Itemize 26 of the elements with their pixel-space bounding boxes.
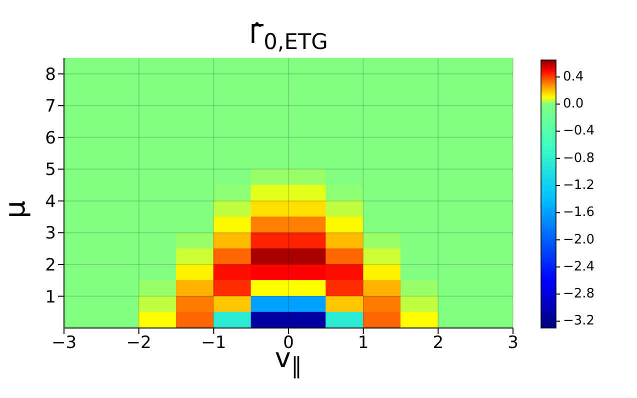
color-bar-label: −2.0 (563, 232, 595, 248)
chart-title: Γ̂$_{0,ETG}$ (248, 20, 329, 56)
y-tick-label: 5 (45, 160, 56, 180)
color-bar-label: −1.2 (563, 178, 595, 194)
x-tick-label: 1 (358, 333, 369, 354)
y-tick-label: 1 (45, 287, 56, 308)
x-tick-label: −3 (51, 333, 77, 354)
x-tick-label: −1 (201, 333, 226, 354)
x-tick-label: 2 (432, 333, 444, 354)
x-tick-label: −2 (126, 333, 152, 354)
y-tick-label: 8 (45, 64, 56, 85)
color-bar-label: 0.4 (563, 69, 584, 84)
y-axis-title: μ (7, 200, 32, 218)
y-tick-label: 3 (45, 224, 56, 244)
x-tick-label: 3 (508, 333, 518, 354)
color-bar-label: −3.2 (563, 314, 595, 329)
color-bar-label: −0.4 (563, 124, 595, 139)
color-bar-label: −2.8 (563, 286, 595, 302)
color-bar-label: −1.6 (563, 205, 595, 220)
y-tick-label: 6 (45, 128, 56, 148)
y-tick-label: 4 (45, 192, 56, 212)
color-bar-label: 0.0 (563, 96, 584, 112)
y-tick-label: 7 (45, 96, 56, 117)
color-bar-label: −0.8 (563, 150, 595, 166)
y-tick-label: 2 (45, 256, 56, 276)
color-bar-label: −2.4 (563, 259, 595, 274)
